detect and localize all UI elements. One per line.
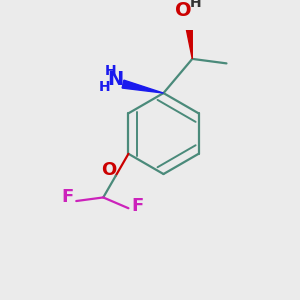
Text: O: O xyxy=(101,161,116,179)
Text: H: H xyxy=(99,80,111,94)
Text: H: H xyxy=(105,64,116,78)
Text: N: N xyxy=(108,70,124,89)
Polygon shape xyxy=(185,22,192,59)
Text: F: F xyxy=(61,188,74,206)
Text: F: F xyxy=(131,197,144,215)
Text: O: O xyxy=(175,1,192,20)
Polygon shape xyxy=(122,80,164,93)
Text: H: H xyxy=(190,0,202,10)
